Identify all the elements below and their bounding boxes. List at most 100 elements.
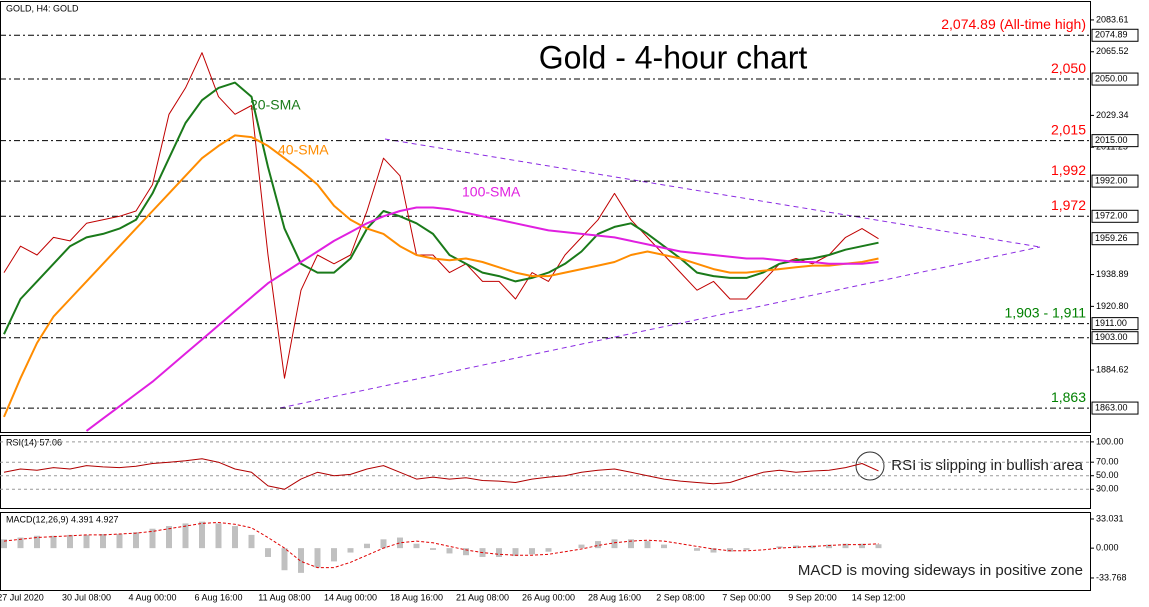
histogram-bar [694, 548, 700, 551]
histogram-bar [100, 534, 106, 549]
level-box [1091, 317, 1139, 331]
histogram-bar [34, 535, 40, 549]
histogram-bar [859, 543, 865, 549]
level-label: 2074.89 [1095, 30, 1128, 40]
x-tick-label: 6 Aug 16:00 [194, 592, 242, 602]
histogram-bar [232, 526, 238, 549]
macd-panel-frame [0, 512, 1091, 591]
histogram-bar [595, 541, 601, 549]
histogram-bar [512, 548, 519, 557]
histogram-bar [875, 544, 882, 549]
histogram-bar [545, 548, 552, 552]
histogram-bar [1, 539, 7, 549]
histogram-bar [17, 537, 24, 549]
histogram-bar [331, 548, 337, 562]
upper-trendline [384, 138, 1041, 248]
level-note: 2,074.89 (All-time high) [941, 16, 1086, 32]
sma100-label: 100-SMA [462, 184, 521, 200]
histogram-bar [529, 548, 535, 555]
level-label: 1911.00 [1095, 318, 1127, 328]
y-tick-label: 50.00 [1096, 470, 1119, 480]
histogram-bar [743, 548, 750, 550]
level-note: 1,992 [1051, 162, 1086, 178]
symbol-label: GOLD, H4: GOLD [6, 3, 79, 13]
x-tick-label: 14 Sep 12:00 [852, 592, 906, 602]
series-line [3, 134, 879, 418]
level-label: 2015.00 [1095, 135, 1128, 145]
histogram-bar [776, 546, 783, 549]
series-line [3, 522, 879, 569]
level-box [1091, 331, 1139, 345]
histogram-bar [50, 535, 57, 549]
histogram-bar [133, 532, 139, 549]
macd-title: MACD(12,26,9) 4.391 4.927 [6, 514, 119, 524]
histogram-bar [611, 539, 618, 549]
histogram-bar [281, 548, 288, 571]
last-price-label: 1959.26 [1095, 233, 1128, 243]
histogram-bar [727, 548, 733, 552]
y-tick-label: 2083.61 [1096, 14, 1129, 24]
y-tick-label: 0.000 [1096, 543, 1119, 553]
level-label: 1992.00 [1095, 175, 1128, 185]
histogram-bar [199, 521, 205, 549]
y-tick-label: 100.00 [1096, 436, 1124, 446]
histogram-bar [265, 548, 271, 557]
histogram-bar [215, 523, 222, 549]
series-line [85, 206, 879, 432]
histogram-bar [347, 548, 354, 553]
level-note: 2,050 [1051, 60, 1086, 76]
histogram-bar [644, 541, 651, 549]
histogram-bar [496, 548, 502, 557]
histogram-bar [446, 548, 453, 554]
y-tick-label: 2029.34 [1096, 110, 1129, 120]
rsi-annotation: RSI is slipping in bullish area [891, 457, 1083, 474]
x-tick-label: 7 Sep 00:00 [722, 592, 771, 602]
level-box [1091, 134, 1139, 148]
histogram-bar [182, 523, 189, 549]
histogram-bar [149, 528, 156, 549]
histogram-bar [578, 544, 585, 549]
histogram-bar [661, 544, 667, 549]
lower-trendline [279, 246, 1041, 409]
x-tick-label: 27 Jul 2020 [0, 592, 44, 602]
histogram-bar [397, 537, 403, 549]
level-label: 1972.00 [1095, 211, 1128, 221]
y-tick-label: 2065.52 [1096, 46, 1129, 56]
x-tick-label: 28 Aug 16:00 [588, 592, 641, 602]
level-label: 1903.00 [1095, 332, 1128, 342]
histogram-bar [628, 539, 634, 549]
series-line [3, 52, 879, 379]
rsi-highlight-circle [855, 451, 885, 481]
y-tick-label: 33.031 [1096, 513, 1124, 523]
level-box [1091, 209, 1139, 223]
x-tick-label: 11 Aug 08:00 [258, 592, 310, 602]
rsi-panel-frame [0, 435, 1091, 509]
y-tick-label: 70.00 [1096, 457, 1119, 467]
level-box [1091, 72, 1139, 86]
histogram-bar [826, 544, 832, 549]
histogram-bar [67, 534, 73, 549]
x-tick-label: 18 Aug 16:00 [390, 592, 443, 602]
x-tick-label: 14 Aug 00:00 [324, 592, 377, 602]
histogram-bar [842, 543, 849, 549]
histogram-bar [83, 534, 90, 549]
histogram-bar [116, 534, 123, 549]
level-box [1091, 174, 1139, 188]
histogram-bar [314, 548, 321, 568]
histogram-bar [710, 548, 717, 553]
x-tick-label: 2 Sep 08:00 [656, 592, 705, 602]
histogram-bar [364, 543, 370, 549]
y-tick-label: 1938.89 [1096, 269, 1129, 279]
y-tick-label: -33.768 [1096, 572, 1127, 582]
histogram-bar [463, 548, 469, 556]
x-tick-label: 9 Sep 20:00 [788, 592, 837, 602]
y-tick-label: 1920.80 [1096, 301, 1129, 311]
level-note: 1,903 - 1,911 [1005, 304, 1087, 320]
main-panel-frame [0, 1, 1091, 433]
x-tick-label: 26 Aug 00:00 [522, 592, 575, 602]
macd-annotation: MACD is moving sideways in positive zone [798, 562, 1083, 579]
histogram-bar [793, 545, 799, 549]
histogram-bar [298, 548, 304, 573]
rsi-title: RSI(14) 57.06 [6, 437, 62, 447]
x-tick-label: 30 Jul 08:00 [62, 592, 111, 602]
